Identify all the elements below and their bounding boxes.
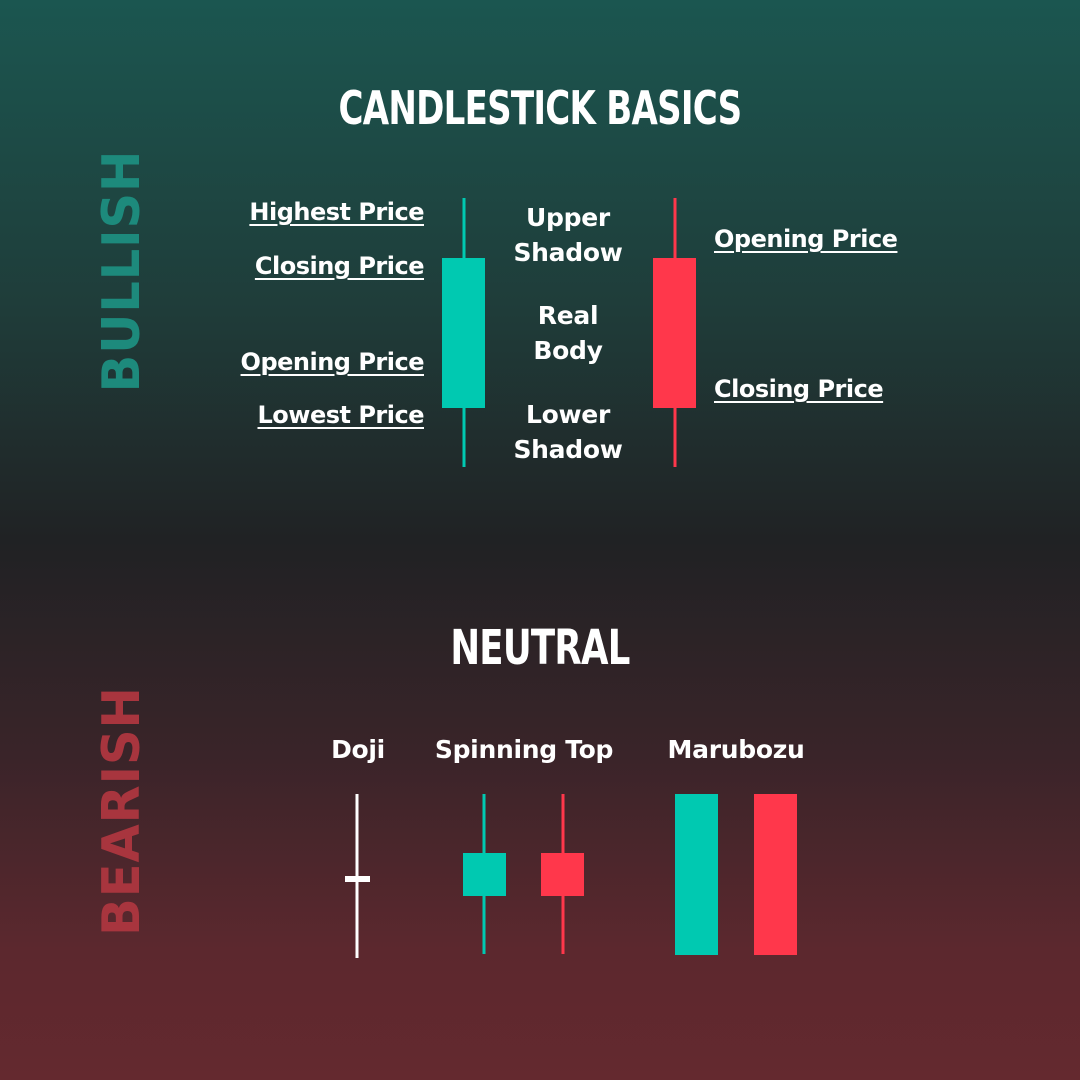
doji-label: Doji [331,735,385,764]
neutral-title: NEUTRAL [450,620,630,676]
marubozu-bullish-body [675,794,718,955]
upper-shadow-line-2: Shadow [513,238,623,267]
lower-shadow-line-1: Lower [526,400,610,429]
spinning-top-label: Spinning Top [434,735,614,764]
marubozu-label: Marubozu [667,735,805,764]
bullish-opening-price-label: Opening Price [240,348,425,376]
real-body-line-2: Body [533,336,603,365]
bullish-highest-price-label: Highest Price [249,198,424,226]
bearish-closing-price-label: Closing Price [714,375,884,403]
bearish-opening-price-label: Opening Price [714,225,898,253]
bearish-real-body [653,258,696,408]
lower-shadow-line-2: Shadow [513,435,623,464]
upper-shadow-label: Upper Shadow [488,200,648,270]
bullish-closing-price-label: Closing Price [254,252,425,280]
bullish-real-body [442,258,485,408]
marubozu-bearish-body [754,794,797,955]
page-title: CANDLESTICK BASICS [338,81,743,135]
upper-shadow-line-1: Upper [526,203,610,232]
real-body-line-1: Real [537,301,599,330]
spinning-top-bullish-body [463,853,506,896]
doji-body [345,876,370,882]
bullish-lowest-price-label: Lowest Price [257,401,425,429]
real-body-label: Real Body [488,298,648,368]
spinning-top-bearish-body [541,853,584,896]
lower-shadow-label: Lower Shadow [488,397,648,467]
